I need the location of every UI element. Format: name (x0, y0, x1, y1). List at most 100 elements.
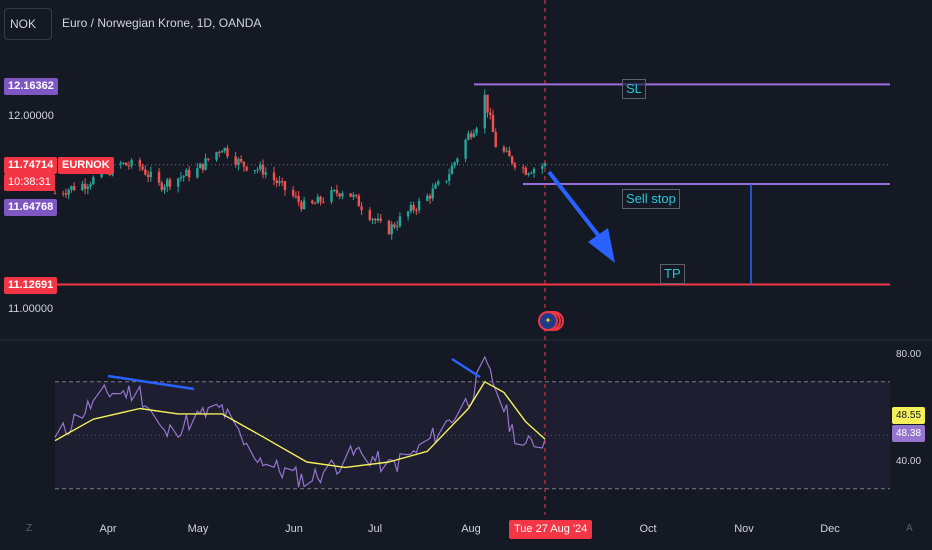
candle-body (130, 160, 133, 167)
candle-body (226, 147, 229, 157)
chart-title: Euro / Norwegian Krone, 1D, OANDA (62, 16, 262, 30)
candle-body (426, 195, 429, 201)
time-axis-label: Nov (734, 523, 754, 535)
candle-body (281, 181, 284, 183)
candle-body (62, 193, 65, 195)
candle-body (253, 170, 257, 172)
cursor-date-badge: Tue 27 Aug '24 (509, 520, 593, 539)
tp-label[interactable]: TP (660, 264, 685, 284)
candle-body (138, 160, 142, 167)
candle-body (223, 147, 226, 152)
candle-body (387, 220, 391, 235)
levels-group (55, 83, 890, 286)
candle-body (201, 163, 205, 170)
candle-body (168, 179, 172, 187)
time-axis-label: Dec (820, 523, 840, 535)
candle-body (434, 184, 437, 189)
candle-body (86, 186, 90, 189)
candle-body (300, 202, 303, 210)
candle-body (239, 159, 243, 162)
candle-body (259, 164, 262, 170)
candle-body (532, 168, 536, 174)
candle-body (494, 132, 497, 148)
candle-body (207, 158, 210, 160)
candle-body (521, 167, 525, 169)
candle-body (376, 218, 380, 221)
candle-body (242, 161, 246, 167)
candle-body (486, 94, 489, 113)
candle-body (291, 190, 295, 196)
candle-body (119, 163, 122, 165)
y-tick-11: 11.00000 (8, 303, 54, 315)
time-axis-label: Jul (367, 523, 383, 535)
time-axis-left-corner[interactable]: Z (26, 523, 33, 534)
candle-body (311, 200, 314, 204)
candle-body (53, 193, 57, 195)
eu-flag-icon: ✦ (538, 311, 558, 331)
countdown-badge: 10:38:31 (4, 174, 55, 191)
time-axis-label: May (187, 523, 209, 535)
candle-body (149, 171, 153, 178)
economic-event-marker[interactable]: ✦ (538, 311, 564, 337)
candle-body (215, 152, 218, 160)
candle-body (83, 183, 87, 189)
candles-group (53, 89, 547, 240)
time-axis-label: Oct (639, 523, 657, 535)
candle-body (92, 177, 95, 185)
drawing-marks (107, 0, 615, 515)
rsi-tick-80: 80.00 (896, 349, 922, 360)
candle-body (237, 159, 240, 165)
candle-body (160, 182, 163, 190)
candle-body (157, 171, 161, 183)
candle-body (541, 166, 544, 169)
symbol-search-button[interactable]: NOK (4, 8, 52, 40)
candle-body (524, 167, 528, 175)
candle-body (294, 195, 298, 197)
rsi-line (54, 355, 546, 488)
candle-body (272, 172, 276, 181)
candle-body (371, 219, 374, 221)
divergence-line-1 (107, 374, 195, 391)
candle-body (234, 156, 237, 165)
candle-body (437, 181, 440, 185)
time-axis-right-corner[interactable]: A (906, 523, 913, 534)
candle-body (360, 206, 363, 211)
candle-body (313, 203, 317, 205)
candle-body (543, 162, 547, 167)
sell-stop-label[interactable]: Sell stop (622, 189, 680, 209)
candle-body (297, 196, 300, 203)
candle-body (198, 163, 202, 169)
candle-body (502, 147, 506, 152)
candle-body (483, 94, 486, 129)
candle-body (417, 200, 421, 211)
candle-body (513, 163, 517, 168)
candle-body (124, 162, 128, 166)
candle-body (374, 219, 377, 221)
candle-body (220, 151, 224, 153)
candle-body (341, 193, 344, 197)
rsi-ma-line (54, 381, 546, 469)
candle-body (333, 189, 336, 191)
sell-arrow-shaft (547, 170, 604, 242)
entry-price-badge: 11.64768 (4, 199, 58, 216)
candle-body (475, 128, 478, 134)
candle-body (319, 196, 322, 202)
candle-body (505, 150, 508, 152)
candle-body (530, 173, 533, 175)
candle-body (141, 166, 144, 170)
candle-body (390, 224, 393, 235)
candle-body (469, 133, 473, 138)
sl-label[interactable]: SL (622, 79, 646, 99)
candle-body (144, 169, 147, 175)
candle-body (122, 162, 125, 164)
candle-body (72, 186, 76, 191)
candle-body (176, 178, 180, 187)
candle-body (415, 209, 418, 211)
candle-body (379, 218, 382, 221)
candle-body (67, 189, 70, 195)
candle-body (70, 186, 73, 190)
candle-body (489, 112, 492, 116)
candle-body (406, 211, 410, 217)
candle-body (510, 156, 514, 164)
